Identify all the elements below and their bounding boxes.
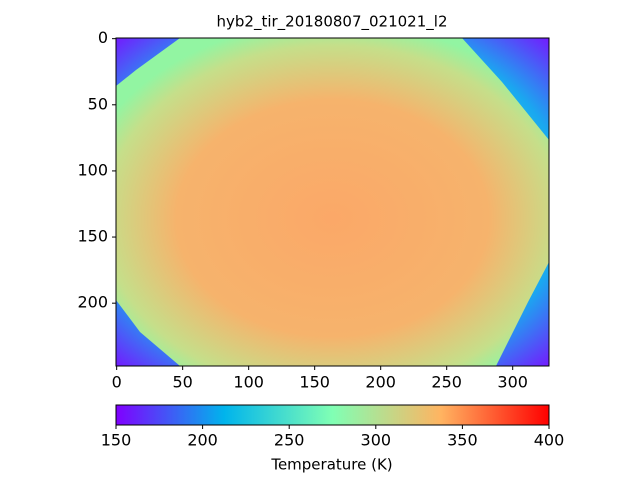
x-tick-label: 250: [431, 373, 462, 392]
axes-frame: [115, 37, 550, 367]
colorbar-tick-label: 150: [101, 431, 132, 450]
y-tick-label: 200: [77, 293, 108, 312]
x-tick-label: 300: [497, 373, 528, 392]
colorbar-tick-label: 350: [447, 431, 478, 450]
y-tick-label: 150: [77, 227, 108, 246]
y-tick-label: 50: [88, 94, 108, 113]
x-tick-label: 50: [172, 373, 192, 392]
colorbar-tick-label: 400: [534, 431, 565, 450]
x-tick-label: 100: [233, 373, 264, 392]
x-tick-label: 0: [112, 373, 122, 392]
chart-title: hyb2_tir_20180807_021021_l2: [217, 13, 448, 32]
colorbar-label: Temperature (K): [270, 456, 392, 474]
y-tick-label: 0: [98, 28, 108, 47]
colorbar: [115, 404, 550, 426]
colorbar-tick-label: 250: [274, 431, 305, 450]
y-tick-label: 100: [77, 160, 108, 179]
x-tick-label: 200: [365, 373, 396, 392]
x-tick-label: 150: [299, 373, 330, 392]
colorbar-tick-label: 300: [361, 431, 392, 450]
colorbar-tick-label: 200: [187, 431, 218, 450]
heatmap-image: [116, 38, 549, 366]
